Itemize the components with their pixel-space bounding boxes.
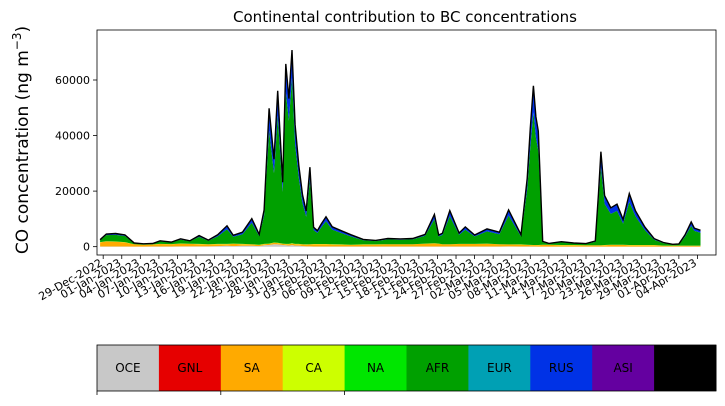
colorbar-label-oce: OCE [115, 361, 140, 375]
colorbar-label-ca: CA [305, 361, 322, 375]
y-tick-label: 0 [83, 241, 90, 254]
colorbar-swatch-sa [220, 345, 284, 391]
colorbar-label-afr: AFR [426, 361, 449, 375]
colorbar-label-sa: SA [244, 361, 261, 375]
colorbar-swatch-afr [406, 345, 469, 391]
colorbar-swatch-na [344, 345, 407, 391]
y-tick-label: 60000 [55, 74, 90, 87]
y-tick-label: 20000 [55, 185, 90, 198]
area-oce [100, 244, 701, 247]
y-axis-label: CO concentration (ng m−3) [10, 26, 33, 254]
colorbar-swatch-eur [468, 345, 531, 391]
y-axis-label-main: CO concentration (ng m [13, 50, 33, 254]
colorbar-frame [96, 344, 717, 392]
colorbar-swatch-ca [282, 345, 346, 391]
colorbar-label-na: NA [367, 361, 385, 375]
area-afr [100, 77, 701, 246]
colorbar-label-aus: AUS [673, 361, 698, 375]
colorbar-label-gnl: GNL [177, 361, 202, 375]
chart-title: Continental contribution to BC concentra… [233, 8, 577, 26]
y-axis-label-close: ) [13, 26, 33, 33]
colorbar-swatch-oce [97, 345, 160, 391]
total-line [99, 49, 701, 246]
colorbar-swatch-asi [592, 345, 655, 391]
colorbar-swatch-gnl [158, 345, 222, 391]
y-axis-label-exponent: −3 [10, 32, 24, 50]
plot-area: 020000400006000029-Dec-202201-Jan-202304… [37, 29, 717, 303]
colorbar-label-eur: EUR [487, 361, 512, 375]
colorbar-swatch-aus [654, 345, 717, 391]
colorbar-label-asi: ASI [613, 361, 632, 375]
area-sa [100, 241, 701, 247]
colorbar-swatch-rus [530, 345, 593, 391]
axes-frame [96, 29, 717, 256]
colorbar-label-rus: RUS [549, 361, 574, 375]
y-tick-label: 40000 [55, 130, 90, 143]
colorbar-legend: OCE GNL SA CA NA AFR EUR RUS ASI AUS [96, 344, 717, 395]
